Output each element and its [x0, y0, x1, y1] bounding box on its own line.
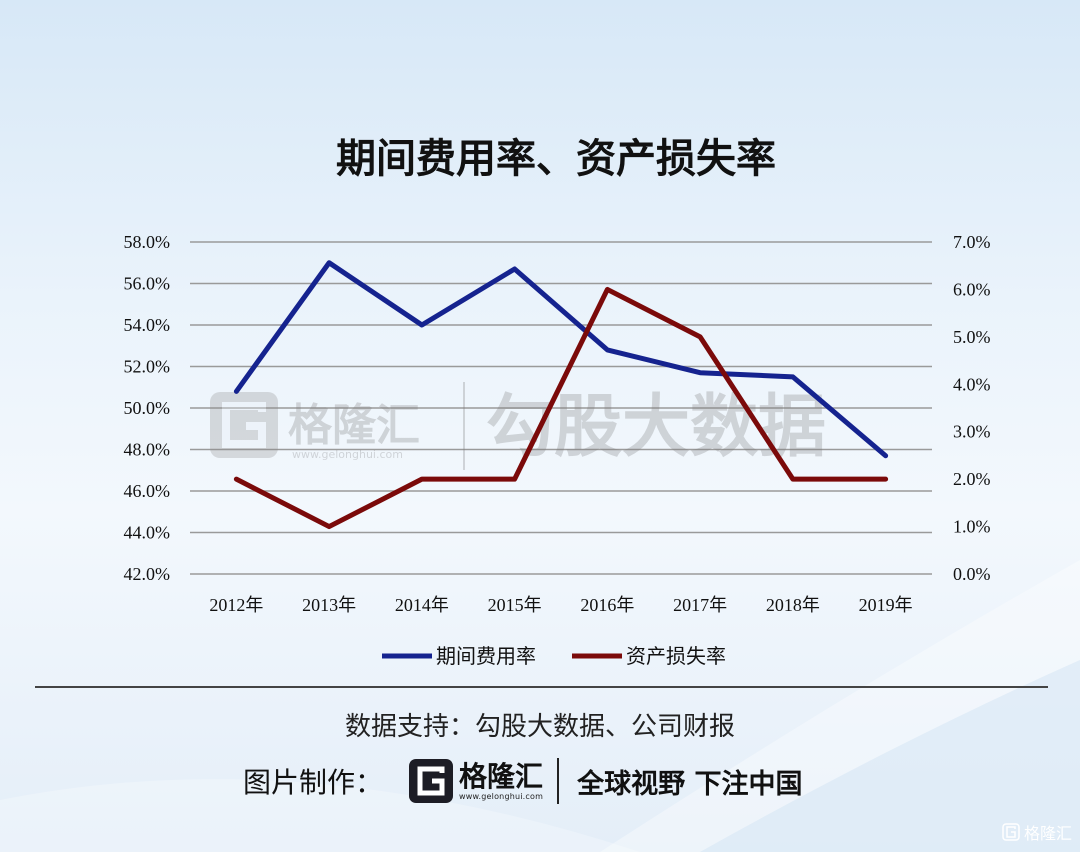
x-tick-label: 2018年: [766, 595, 820, 615]
y-left-tick-label: 42.0%: [124, 564, 171, 584]
footer-divider: [35, 686, 1048, 688]
x-tick-label: 2015年: [488, 595, 542, 615]
y-left-tick-label: 50.0%: [124, 398, 171, 418]
line-chart: 期间费用率、资产损失率 58.0% 56.0% 54.0% 52.0% 50.0% 48.…: [124, 136, 991, 668]
x-tick-label: 2017年: [673, 595, 727, 615]
y-left-tick-label: 46.0%: [124, 481, 171, 501]
corner-brand: 格隆汇: [1023, 824, 1072, 843]
y-left-tick-label: 54.0%: [124, 315, 171, 335]
series-line-asset-loss-ratio: [233, 286, 889, 530]
credit-divider: [557, 758, 560, 804]
legend-label-expense-ratio: 期间费用率: [436, 644, 536, 668]
logo-text: 格隆汇: [459, 759, 544, 793]
x-tick-label: 2013年: [302, 595, 356, 615]
y-right-tick-label: 0.0%: [953, 564, 991, 584]
watermark-logo-icon: [210, 392, 278, 458]
y-right-tick-label: 2.0%: [953, 469, 991, 489]
logo-text-group: 格隆汇 www.gelonghui.com: [459, 759, 544, 801]
y-left-tick-label: 44.0%: [124, 523, 171, 543]
x-tick-label: 2019年: [859, 595, 913, 615]
y-left-tick-label: 56.0%: [124, 274, 171, 294]
y-right-tick-label: 1.0%: [953, 517, 991, 537]
y-left-tick-label: 48.0%: [124, 440, 171, 460]
legend-label-asset-loss-ratio: 资产损失率: [626, 644, 726, 668]
x-tick-label: 2016年: [580, 595, 634, 615]
y-right-tick-label: 4.0%: [953, 374, 991, 394]
watermark-product: 勾股大数据: [486, 388, 826, 467]
x-tick-label: 2014年: [395, 595, 449, 615]
series-lines: [233, 260, 889, 530]
chart-title: 期间费用率、资产损失率: [336, 136, 776, 182]
y-left-tick-label: 52.0%: [124, 357, 171, 377]
x-tick-label: 2012年: [209, 595, 263, 615]
y-left-tick-label: 58.0%: [124, 232, 171, 252]
y-right-tick-label: 7.0%: [953, 232, 991, 252]
x-axis-ticks: 2012年 2013年 2014年 2015年 2016年 2017年 2018年 2019年: [209, 595, 912, 615]
y-right-tick-label: 5.0%: [953, 327, 991, 347]
legend: 期间费用率 资产损失率: [382, 644, 726, 668]
y-axis-right-ticks: 7.0% 6.0% 5.0% 4.0% 3.0% 2.0% 1.0% 0.0%: [953, 232, 991, 584]
watermark-url: www.gelonghui.com: [292, 448, 403, 461]
series-line-expense-ratio: [233, 260, 889, 459]
logo-url: www.gelonghui.com: [459, 791, 544, 801]
credit-row: 图片制作： 格隆汇 www.gelonghui.com 全球视野 下注中国: [243, 756, 803, 806]
y-right-tick-label: 3.0%: [953, 422, 991, 442]
watermark: 格隆汇 www.gelonghui.com 勾股大数据: [210, 382, 826, 470]
y-right-tick-label: 6.0%: [953, 279, 991, 299]
slogan: 全球视野 下注中国: [577, 768, 803, 800]
credit-label: 图片制作：: [243, 766, 384, 799]
y-axis-left-ticks: 58.0% 56.0% 54.0% 52.0% 50.0% 48.0% 46.0% 44.0%…: [124, 232, 171, 584]
gelonghui-logo-icon: [409, 759, 454, 803]
data-source: 数据支持：勾股大数据、公司财报: [344, 712, 735, 742]
watermark-brand: 格隆汇: [288, 400, 420, 451]
corner-logo-icon: [1002, 823, 1020, 841]
corner-watermark: 格隆汇: [1002, 820, 1072, 844]
